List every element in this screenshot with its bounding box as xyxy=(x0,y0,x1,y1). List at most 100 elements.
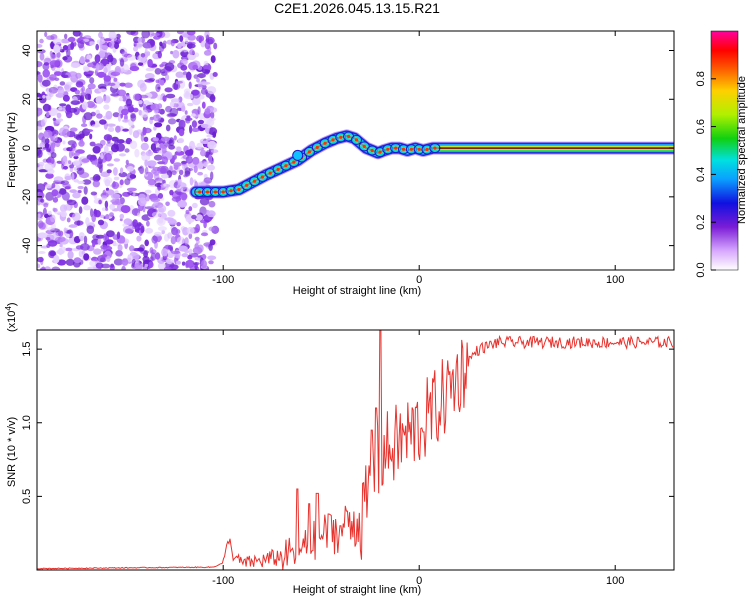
noise-speck xyxy=(182,71,188,76)
noise-speck xyxy=(138,62,144,66)
noise-speck xyxy=(98,199,102,205)
noise-speck xyxy=(185,149,193,156)
track-peak xyxy=(276,167,280,171)
noise-speck xyxy=(50,214,56,223)
noise-speck xyxy=(44,31,48,37)
noise-speck xyxy=(121,108,129,116)
noise-speck xyxy=(170,50,174,55)
frequency-track-layer xyxy=(189,129,674,199)
noise-speck xyxy=(37,183,46,192)
noise-speck xyxy=(111,193,121,200)
noise-speck xyxy=(106,163,114,167)
noise-speck xyxy=(126,187,137,192)
snr-series-line xyxy=(37,330,674,570)
noise-speck xyxy=(130,114,137,122)
noise-speck xyxy=(56,51,61,58)
noise-speck xyxy=(83,35,92,40)
noise-speck xyxy=(200,232,209,237)
noise-speck xyxy=(58,230,64,237)
noise-speck xyxy=(159,143,165,149)
track-peak xyxy=(307,150,311,154)
noise-speck xyxy=(41,79,51,87)
noise-speck xyxy=(160,173,169,179)
noise-speck xyxy=(71,151,75,157)
noise-speck xyxy=(144,73,155,80)
noise-speck xyxy=(192,89,201,99)
noise-speck xyxy=(159,64,164,68)
noise-speck xyxy=(125,98,133,107)
noise-speck xyxy=(122,119,130,123)
noise-speck xyxy=(145,166,149,175)
noise-speck xyxy=(113,158,121,162)
noise-speck xyxy=(106,123,116,127)
noise-speck xyxy=(59,243,63,248)
noise-speck xyxy=(120,167,124,174)
noise-speck xyxy=(89,141,96,147)
noise-speck xyxy=(119,82,126,87)
noise-speck xyxy=(77,180,85,185)
noise-speck xyxy=(175,229,181,235)
noise-speck xyxy=(175,260,181,265)
noise-speck xyxy=(120,205,131,214)
noise-speck xyxy=(154,147,162,151)
noise-speck xyxy=(103,233,108,242)
noise-speck xyxy=(106,230,115,238)
noise-speck xyxy=(81,123,88,127)
noise-speck xyxy=(207,164,215,171)
noise-speck xyxy=(97,219,105,226)
noise-speck xyxy=(37,220,44,229)
noise-speck xyxy=(105,110,113,120)
x-tick-label: 100 xyxy=(606,274,624,286)
noise-speck xyxy=(52,38,63,45)
x-tick-label: 100 xyxy=(606,575,624,587)
noise-speck xyxy=(168,139,174,144)
noise-speck xyxy=(37,49,46,54)
noise-speck xyxy=(107,126,115,133)
noise-speck xyxy=(208,260,214,265)
noise-speck xyxy=(203,177,213,184)
track-peak xyxy=(331,138,335,142)
noise-speck xyxy=(46,148,51,152)
noise-speck xyxy=(129,251,137,257)
noise-speck xyxy=(113,41,120,50)
noise-speck xyxy=(198,119,204,125)
noise-speck xyxy=(125,159,129,165)
spectrogram-y-ticks: -40 -20 0 20 40 xyxy=(21,44,674,254)
noise-speck xyxy=(149,39,155,46)
noise-speck xyxy=(147,178,156,186)
noise-speck xyxy=(37,74,43,83)
noise-speck xyxy=(129,65,140,72)
noise-speck xyxy=(127,254,132,262)
y-tick-label: 0.5 xyxy=(21,489,33,504)
noise-speck xyxy=(43,62,50,66)
noise-speck xyxy=(163,266,172,270)
noise-speck xyxy=(196,78,200,83)
noise-speck xyxy=(206,134,213,138)
noise-speck xyxy=(46,227,55,231)
noise-speck xyxy=(65,258,75,266)
noise-speck xyxy=(208,243,213,251)
noise-speck xyxy=(145,227,154,234)
noise-speck xyxy=(171,250,181,255)
noise-speck xyxy=(140,142,149,151)
noise-speck xyxy=(119,153,126,157)
noise-speck xyxy=(167,209,176,217)
noise-speck xyxy=(59,103,67,107)
spectrogram-frame xyxy=(36,30,675,271)
noise-speck xyxy=(152,114,162,122)
noise-speck xyxy=(74,89,81,95)
noise-speck xyxy=(95,95,104,105)
noise-speck xyxy=(58,106,63,111)
noise-speck xyxy=(203,50,212,56)
noise-speck xyxy=(193,74,199,79)
noise-speck xyxy=(85,59,90,63)
noise-speck xyxy=(192,202,198,209)
noise-speck xyxy=(138,109,143,116)
noise-speck xyxy=(110,263,114,268)
noise-speck xyxy=(186,226,195,235)
noise-speck xyxy=(88,41,96,46)
noise-speck xyxy=(105,214,110,220)
noise-speck xyxy=(85,74,91,79)
noise-speck xyxy=(37,125,43,131)
x-tick-label: 0 xyxy=(416,575,422,587)
